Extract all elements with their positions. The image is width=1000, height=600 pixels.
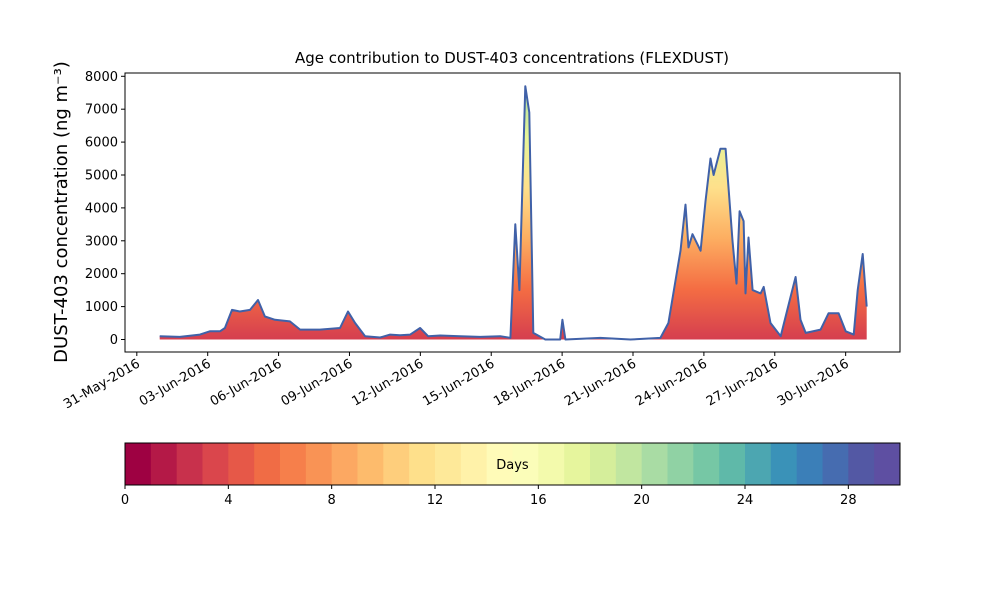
y-tick-label: 8000 (85, 70, 118, 85)
colorbar-swatch (770, 443, 798, 485)
colorbar-swatch (512, 443, 539, 485)
colorbar-swatch (564, 443, 591, 485)
x-tick-label: 31-May-2016 (61, 356, 143, 412)
plot-frame (124, 72, 901, 353)
y-axis-label: DUST-403 concentration (ng m⁻³) (51, 61, 72, 363)
colorbar-swatch (874, 443, 901, 485)
colorbar-tick-label: 12 (427, 493, 444, 508)
chart-title: Age contribution to DUST-403 concentrati… (295, 49, 729, 67)
colorbar-label: Days (496, 458, 529, 473)
x-tick-label: 24-Jun-2016 (633, 356, 710, 409)
colorbar-swatch (409, 443, 436, 485)
colorbar-swatch (435, 443, 462, 485)
colorbar-swatch (486, 443, 513, 485)
x-tick-label: 06-Jun-2016 (208, 356, 285, 409)
colorbar-swatch (280, 443, 307, 485)
x-tick-label: 21-Jun-2016 (562, 356, 639, 409)
colorbar-swatch (331, 443, 358, 485)
y-tick-label: 4000 (85, 201, 118, 216)
colorbar-swatch (150, 443, 178, 485)
colorbar-swatch (176, 443, 203, 485)
y-tick-label: 7000 (85, 103, 118, 118)
colorbar-tick-label: 4 (224, 493, 232, 508)
stacked-area (159, 86, 867, 340)
colorbar-tick-label: 16 (530, 493, 547, 508)
colorbar-swatch (125, 443, 152, 485)
colorbar-swatch (745, 443, 772, 485)
x-tick-label: 12-Jun-2016 (350, 356, 427, 409)
colorbar-swatch (202, 443, 229, 485)
colorbar-tick-label: 24 (737, 493, 754, 508)
colorbar-swatch (305, 443, 333, 485)
colorbar-tick-label: 8 (328, 493, 336, 508)
colorbar-swatch (228, 443, 255, 485)
y-tick-label: 3000 (85, 234, 118, 249)
colorbar-swatch (383, 443, 410, 485)
colorbar-swatch (667, 443, 694, 485)
colorbar-tick-label: 0 (121, 493, 129, 508)
colorbar-swatch (538, 443, 565, 485)
y-tick-label: 1000 (85, 300, 118, 315)
y-tick-label: 0 (110, 333, 118, 348)
x-tick-label: 18-Jun-2016 (491, 356, 568, 409)
colorbar-swatch (460, 443, 488, 485)
x-tick-label: 30-Jun-2016 (775, 356, 852, 409)
colorbar-frame (124, 442, 901, 486)
colorbar-swatch (719, 443, 746, 485)
x-tick-label: 15-Jun-2016 (420, 356, 497, 409)
y-tick-label: 2000 (85, 267, 118, 282)
colorbar-swatch (254, 443, 281, 485)
colorbar-swatch (848, 443, 875, 485)
total-line (159, 85, 868, 341)
colorbar-swatch (357, 443, 384, 485)
x-tick-label: 09-Jun-2016 (279, 356, 356, 409)
y-tick-label: 6000 (85, 136, 118, 151)
colorbar-swatch (641, 443, 668, 485)
x-tick-label: 27-Jun-2016 (704, 356, 781, 409)
colorbar-swatch (590, 443, 617, 485)
colorbar-swatch (615, 443, 643, 485)
colorbar-tick-label: 28 (840, 493, 857, 508)
colorbar-swatch (822, 443, 849, 485)
y-tick-label: 5000 (85, 168, 118, 183)
colorbar-swatch (796, 443, 823, 485)
colorbar-swatch (693, 443, 720, 485)
x-tick-label: 03-Jun-2016 (137, 356, 214, 409)
colorbar-tick-label: 20 (633, 493, 650, 508)
